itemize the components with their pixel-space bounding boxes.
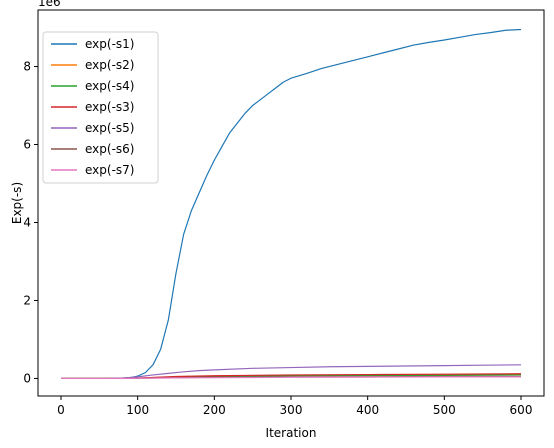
y-axis-label: Exp(-s) <box>10 182 24 224</box>
legend-label: exp(-s4) <box>85 79 134 93</box>
legend-box <box>42 31 159 184</box>
legend-label: exp(-s7) <box>85 163 134 177</box>
x-axis-label: Iteration <box>266 426 317 440</box>
y-tick-label: 0 <box>23 371 31 385</box>
legend-label: exp(-s2) <box>85 58 134 72</box>
x-tick-label: 200 <box>203 403 226 417</box>
legend-label: exp(-s1) <box>85 37 134 51</box>
y-tick-label: 6 <box>23 138 31 152</box>
series-layer <box>61 28 522 380</box>
x-tick-label: 600 <box>510 403 533 417</box>
y-tick-label: 8 <box>23 60 31 74</box>
legend: exp(-s1) exp(-s2) exp(-s4) exp(-s3) exp(-s5)… <box>42 31 159 184</box>
y-offset-label: 1e6 <box>38 0 61 9</box>
x-tick-label: 0 <box>57 403 65 417</box>
series-line-1 <box>61 28 522 380</box>
y-tick-label: 4 <box>23 215 31 229</box>
legend-label: exp(-s5) <box>85 121 134 135</box>
x-tick-label: 400 <box>356 403 379 417</box>
x-tick-label: 100 <box>126 403 149 417</box>
legend-label: exp(-s3) <box>85 100 134 114</box>
x-tick-label: 500 <box>433 403 456 417</box>
legend-label: exp(-s6) <box>85 142 134 156</box>
y-axis: 0 2 4 6 8 <box>23 60 38 385</box>
series-line-5 <box>61 364 522 380</box>
y-tick-label: 2 <box>23 293 31 307</box>
series-line-7 <box>61 376 521 380</box>
x-axis: 0 100 200 300 400 500 600 <box>57 396 532 417</box>
x-tick-label: 300 <box>280 403 303 417</box>
